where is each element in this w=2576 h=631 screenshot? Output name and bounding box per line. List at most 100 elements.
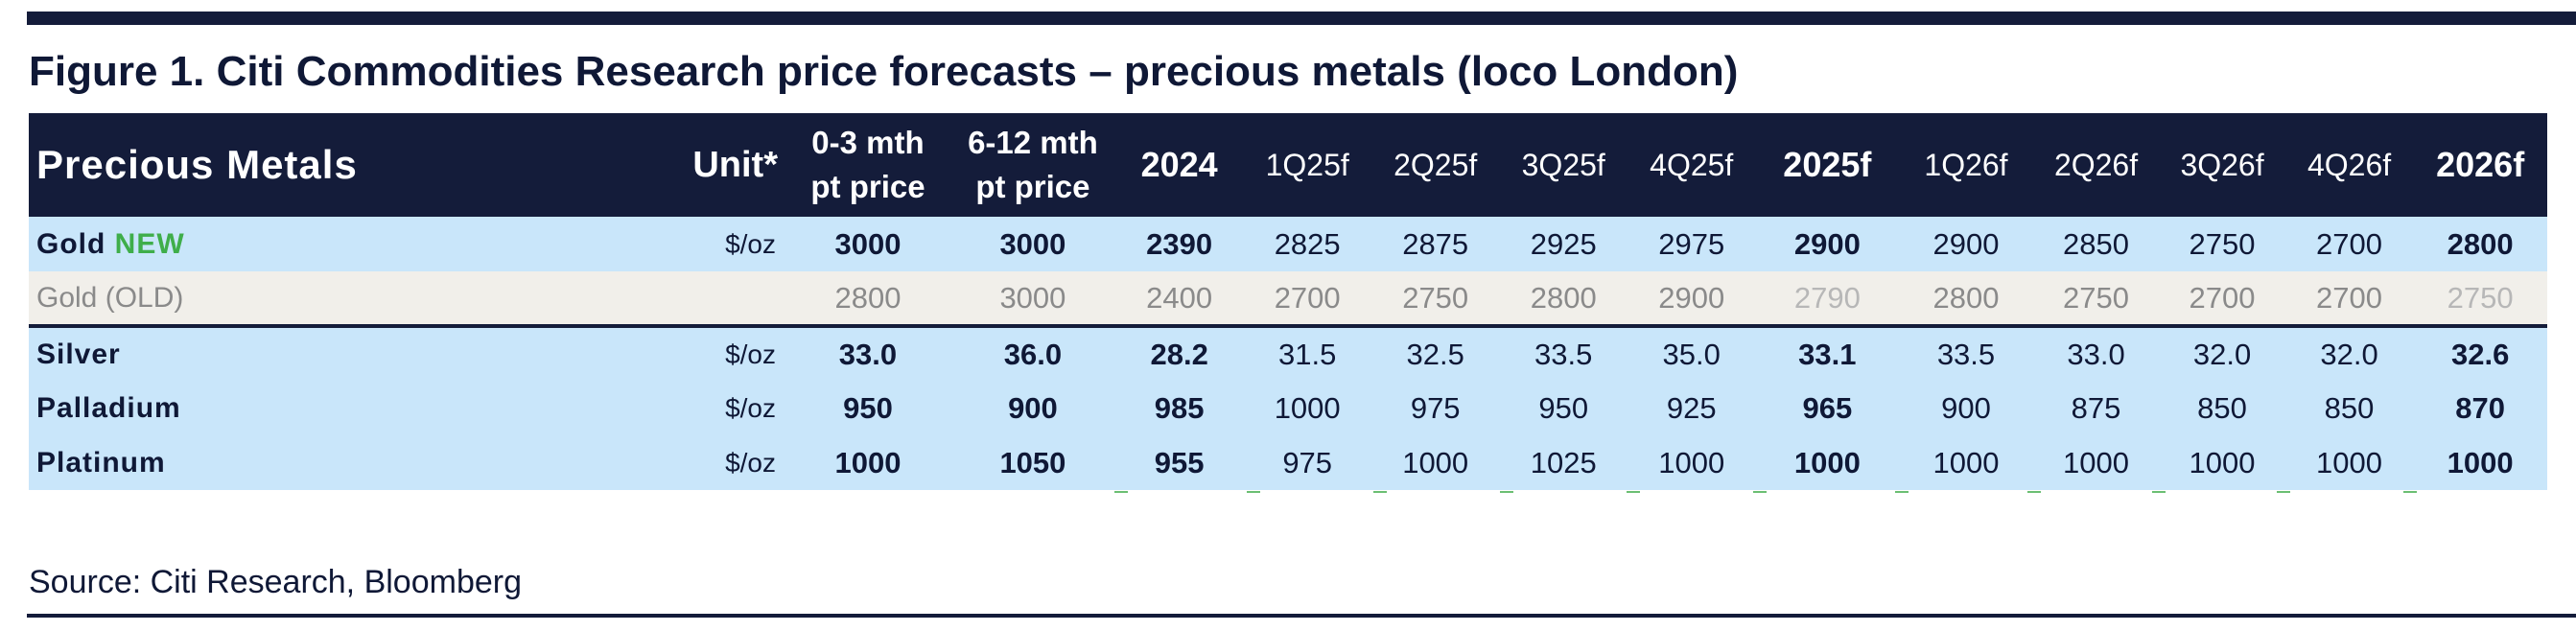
value-cell: 1025: [1530, 445, 1597, 479]
value-cell: 2750: [1402, 280, 1469, 315]
value-cell: 28.2: [1150, 337, 1208, 371]
tick-mark: [2403, 491, 2417, 493]
value-cell: 3000: [999, 280, 1066, 315]
header-1q25f: 1Q25f: [1265, 148, 1349, 182]
value-cell: 2390: [1146, 226, 1213, 261]
value-cell: 1000: [1932, 445, 2000, 479]
value-cell: 870: [2455, 390, 2506, 425]
header-6-12-mth-line2: pt price: [975, 169, 1090, 204]
value-cell: 2875: [1402, 226, 1469, 261]
value-cell: 2750: [2189, 226, 2256, 261]
metal-name: Silver: [36, 338, 121, 370]
unit-cell: $/oz: [725, 339, 776, 369]
header-2024: 2024: [1140, 145, 1218, 184]
forecast-table: Precious Metals Unit* 0-3 mth pt price 6…: [29, 113, 2547, 490]
source-note: Source: Citi Research, Bloomberg: [29, 564, 523, 600]
value-cell: 1000: [1658, 445, 1725, 479]
value-cell: 850: [2324, 390, 2375, 425]
metal-name: Gold: [36, 227, 106, 260]
value-cell: 975: [1410, 390, 1461, 425]
figure-title: Figure 1. Citi Commodities Research pric…: [29, 48, 1739, 95]
unit-cell: [630, 271, 785, 326]
tick-mark: [1247, 491, 1260, 493]
tick-mark: [1500, 491, 1513, 493]
header-0-3-mth-line2: pt price: [810, 169, 925, 204]
value-cell: 2900: [1658, 280, 1725, 315]
value-cell: 36.0: [1003, 337, 1063, 371]
value-cell: 900: [1008, 390, 1058, 425]
value-cell: 32.5: [1406, 337, 1464, 371]
value-cell: 955: [1154, 445, 1205, 479]
bottom-rule: [27, 614, 2576, 618]
value-cell: 1000: [2189, 445, 2256, 479]
header-4q25f: 4Q25f: [1650, 148, 1734, 182]
tick-mark: [2027, 491, 2041, 493]
header-0-3-mth-line1: 0-3 mth: [811, 125, 925, 160]
value-cell: 2750: [2063, 280, 2130, 315]
value-cell: 32.6: [2450, 337, 2510, 371]
value-cell: 1000: [1274, 390, 1341, 425]
header-4q26f: 4Q26f: [2307, 148, 2392, 182]
metal-name: Palladium: [36, 391, 181, 424]
value-cell: 1050: [999, 445, 1066, 479]
value-cell: 2800: [1530, 280, 1597, 315]
header-0-3-mth: 0-3 mth pt price: [785, 113, 950, 217]
header-row: Precious Metals Unit* 0-3 mth pt price 6…: [29, 113, 2547, 217]
value-cell: 2750: [2447, 280, 2514, 315]
metal-name: Platinum: [36, 446, 166, 479]
value-cell: 2850: [2063, 226, 2130, 261]
value-cell: 1000: [1793, 445, 1861, 479]
table-row-palladium: Palladium $/oz 950 900 985 1000 975 950 …: [29, 381, 2547, 435]
value-cell: 31.5: [1278, 337, 1337, 371]
header-2q25f: 2Q25f: [1393, 148, 1478, 182]
value-cell: 2700: [2316, 226, 2383, 261]
value-cell: 32.0: [2320, 337, 2378, 371]
tick-mark: [2277, 491, 2290, 493]
new-badge: NEW: [114, 227, 185, 260]
header-1q26f: 1Q26f: [1924, 148, 2008, 182]
value-cell: 2800: [834, 280, 902, 315]
value-cell: 2700: [2316, 280, 2383, 315]
value-cell: 950: [1538, 390, 1589, 425]
unit-cell: $/oz: [725, 392, 776, 423]
value-cell: 2700: [1274, 280, 1341, 315]
unit-cell: $/oz: [725, 447, 776, 478]
value-cell: 2400: [1146, 280, 1213, 315]
value-cell: 1000: [2316, 445, 2383, 479]
value-cell: 2900: [1932, 226, 2000, 261]
value-cell: 875: [2071, 390, 2121, 425]
header-2q26f: 2Q26f: [2053, 148, 2139, 182]
table-row-platinum: Platinum $/oz 1000 1050 955 975 1000 102…: [29, 435, 2547, 490]
value-cell: 1000: [1402, 445, 1469, 479]
value-cell: 2700: [2189, 280, 2256, 315]
value-cell: 950: [843, 390, 893, 425]
value-cell: 1000: [2063, 445, 2130, 479]
table-row-silver: Silver $/oz 33.0 36.0 28.2 31.5 32.5 33.…: [29, 326, 2547, 381]
metal-name-cell: Gold NEW: [29, 217, 630, 271]
value-cell: 2800: [2447, 226, 2514, 261]
value-cell: 3000: [999, 226, 1066, 261]
value-cell: 2825: [1274, 226, 1341, 261]
table-row-gold-old: Gold (OLD) 2800 3000 2400 2700 2750 2800…: [29, 271, 2547, 326]
value-cell: 2925: [1530, 226, 1597, 261]
value-cell: 33.1: [1798, 337, 1857, 371]
tick-mark: [1114, 491, 1128, 493]
header-unit: Unit*: [692, 145, 778, 185]
unit-cell: $/oz: [725, 228, 776, 259]
decorative-tick-marks: [0, 491, 2576, 495]
value-cell: 2975: [1658, 226, 1725, 261]
value-cell: 2900: [1793, 226, 1861, 261]
tick-mark: [1753, 491, 1767, 493]
value-cell: 850: [2197, 390, 2247, 425]
value-cell: 33.0: [838, 337, 898, 371]
header-3q26f: 3Q26f: [2180, 148, 2264, 182]
header-6-12-mth-line1: 6-12 mth: [968, 125, 1098, 160]
value-cell: 1000: [2447, 445, 2514, 479]
value-cell: 985: [1154, 390, 1205, 425]
value-cell: 35.0: [1662, 337, 1721, 371]
value-cell: 925: [1666, 390, 1717, 425]
value-cell: 2800: [1932, 280, 2000, 315]
value-cell: 32.0: [2192, 337, 2252, 371]
value-cell: 900: [1941, 390, 1991, 425]
value-cell: 33.0: [2067, 337, 2125, 371]
